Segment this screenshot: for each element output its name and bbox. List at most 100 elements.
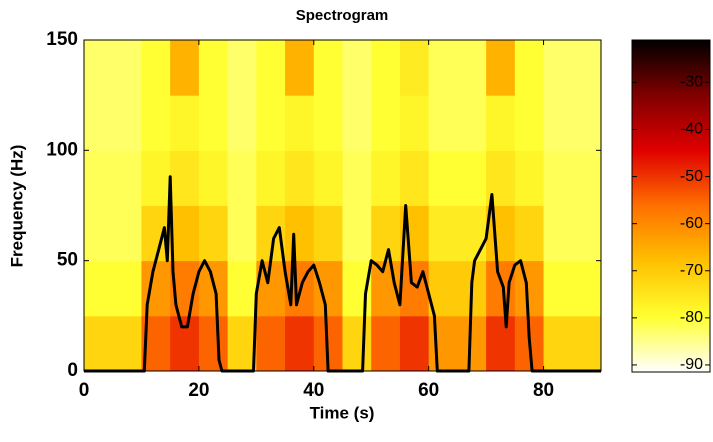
y-tick-label: 50 — [57, 250, 78, 271]
heatmap-cell — [371, 150, 401, 206]
x-tick-label: 80 — [533, 380, 554, 401]
heatmap-cell — [572, 95, 602, 151]
heatmap-cell — [428, 40, 458, 96]
heatmap-cell — [572, 150, 602, 206]
heatmap-cell — [399, 95, 430, 151]
heatmap-cell — [543, 315, 573, 372]
heatmap-cell — [313, 95, 343, 151]
heatmap-cell — [572, 315, 602, 372]
heatmap-cell — [84, 205, 114, 262]
heatmap-cell — [227, 95, 257, 151]
heatmap-cell — [112, 205, 142, 262]
heatmap-cell — [428, 150, 458, 206]
heatmap-cell — [198, 95, 229, 151]
heatmap-cell — [342, 150, 372, 206]
heatmap-cell — [285, 40, 315, 96]
heatmap-cell — [543, 260, 573, 317]
x-axis-label: Time (s) — [310, 403, 375, 422]
heatmap-cell — [342, 40, 372, 96]
heatmap-cell — [342, 205, 372, 262]
heatmap-cell — [457, 40, 487, 96]
heatmap-cell — [486, 40, 516, 96]
y-axis-label: Frequency (Hz) — [7, 145, 26, 268]
heatmap-cell — [141, 95, 171, 151]
heatmap-cell — [457, 315, 487, 372]
heatmap-cell — [227, 40, 257, 96]
heatmap-cell — [342, 315, 372, 372]
heatmap-cell — [227, 205, 257, 262]
heatmap-cell — [543, 40, 573, 96]
heatmap-cell — [227, 315, 257, 372]
heatmap-cell — [572, 260, 602, 317]
heatmap-cell — [572, 205, 602, 262]
heatmap-cell — [486, 260, 516, 317]
heatmap-cell — [457, 205, 487, 262]
colorbar-tick-label: -60 — [680, 215, 703, 232]
y-tick-label: 150 — [46, 29, 78, 50]
heatmap-cell — [227, 260, 257, 317]
plot-frame — [83, 39, 602, 372]
x-tick-label: 60 — [418, 380, 439, 401]
heatmap-cell — [572, 40, 602, 96]
heatmap-cell — [313, 150, 343, 206]
heatmap-cell — [198, 315, 229, 372]
x-tick-label: 20 — [188, 380, 209, 401]
heatmap-cell — [141, 40, 171, 96]
heatmap-cell — [141, 150, 171, 206]
colorbar-tick-label: -70 — [680, 262, 703, 279]
heatmap-cell — [399, 260, 430, 317]
heatmap-cell — [170, 150, 200, 206]
heatmap-cell — [112, 315, 142, 372]
heatmap-cell — [256, 95, 286, 151]
heatmap-cell — [84, 95, 114, 151]
heatmap-cell — [543, 205, 573, 262]
heatmap-cell — [112, 95, 142, 151]
heatmap-cell — [486, 95, 516, 151]
colorbar-tick-label: -80 — [680, 309, 703, 326]
heatmap-cell — [256, 40, 286, 96]
heatmap-cell — [514, 205, 545, 262]
heatmap-cell — [285, 95, 315, 151]
y-tick-label: 0 — [67, 360, 78, 381]
heatmap-cell — [371, 205, 401, 262]
colorbar — [631, 39, 711, 373]
heatmap-cell — [514, 95, 545, 151]
y-tick-label: 100 — [46, 139, 78, 160]
heatmap-cell — [342, 95, 372, 151]
heatmap-cell — [285, 150, 315, 206]
heatmap-cell — [486, 205, 516, 262]
heatmap-cell — [198, 205, 229, 262]
heatmap-cell — [399, 40, 430, 96]
heatmap-cell — [84, 150, 114, 206]
colorbar-tick-label: -90 — [680, 356, 703, 373]
heatmap-cell — [486, 315, 516, 372]
heatmap-cell — [543, 95, 573, 151]
chart-title: Spectrogram — [296, 7, 389, 24]
heatmap-cell — [313, 260, 343, 317]
colorbar-tick-label: -30 — [680, 74, 703, 91]
heatmap-cell — [313, 205, 343, 262]
heatmap-cell — [170, 95, 200, 151]
heatmap-cell — [428, 315, 458, 372]
line — [84, 175, 601, 373]
heatmap-cell — [170, 40, 200, 96]
x-tick-label: 0 — [79, 380, 90, 401]
heatmap-cell — [112, 40, 142, 96]
heatmap-cell — [256, 150, 286, 206]
colorbar-tick-label: -50 — [680, 168, 703, 185]
heatmap-cell — [198, 150, 229, 206]
heatmap-cell — [371, 95, 401, 151]
heatmap-cell — [227, 150, 257, 206]
heatmap-cell — [198, 40, 229, 96]
heatmap-cell — [514, 40, 545, 96]
heatmap-cell — [457, 95, 487, 151]
heatmap-cell — [514, 260, 545, 317]
heatmap-cell — [371, 40, 401, 96]
heatmap-cell — [285, 315, 315, 372]
heatmap-cell — [285, 205, 315, 262]
heatmap-cell — [84, 315, 114, 372]
heatmap-cell — [428, 205, 458, 262]
heatmap-cell — [170, 205, 200, 262]
heatmap-cell — [428, 95, 458, 151]
heatmap-cell — [84, 260, 114, 317]
